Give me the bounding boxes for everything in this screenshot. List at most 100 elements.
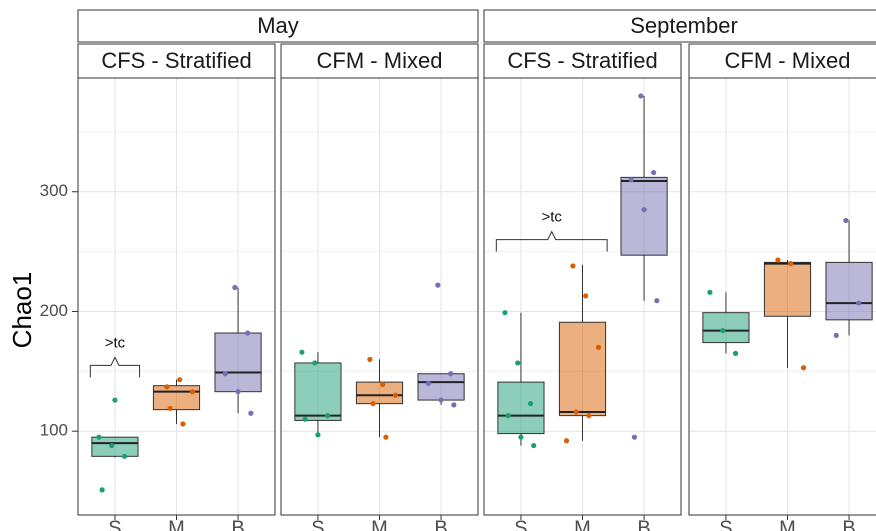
point [515, 360, 521, 366]
point [586, 413, 592, 419]
point [583, 293, 589, 299]
point [180, 421, 186, 427]
point [732, 350, 739, 356]
point [164, 384, 170, 390]
point [383, 434, 389, 440]
point [720, 328, 726, 334]
point [451, 402, 457, 408]
box [214, 332, 262, 393]
panel-title: CFS - Stratified [507, 48, 657, 73]
point [96, 434, 102, 440]
point [109, 442, 115, 449]
panel-title: CFS - Stratified [101, 48, 251, 73]
facet-title: May [257, 13, 299, 38]
point [448, 371, 454, 377]
x-tick-label: S [108, 517, 121, 531]
point [380, 381, 386, 388]
y-tick-label: 300 [40, 181, 68, 200]
point [570, 263, 576, 269]
point [800, 365, 807, 371]
x-tick-label: S [719, 517, 732, 531]
point [631, 434, 638, 440]
point [312, 360, 318, 366]
point [435, 282, 441, 288]
panel-title: CFM - Mixed [317, 48, 443, 73]
box [294, 362, 342, 421]
point [788, 260, 794, 267]
panel-title: CFM - Mixed [725, 48, 851, 73]
point [189, 389, 196, 395]
point [315, 432, 321, 438]
point [505, 413, 511, 419]
point [833, 332, 839, 339]
point [527, 401, 534, 407]
point [367, 356, 373, 362]
point [638, 93, 644, 99]
y-tick-label: 200 [40, 301, 68, 320]
point [641, 207, 647, 213]
point [595, 344, 602, 350]
point [707, 289, 713, 295]
annotation: >tc [542, 209, 563, 226]
y-tick-label: 100 [40, 421, 68, 440]
x-tick-label: B [842, 517, 855, 531]
point [177, 377, 183, 383]
x-tick-label: M [168, 517, 185, 531]
facet-strip [483, 9, 876, 43]
point [425, 380, 431, 386]
bracket [495, 230, 608, 252]
point [651, 169, 657, 176]
x-tick-label: M [779, 517, 796, 531]
panel-border [77, 77, 276, 516]
annotation: >tc [105, 334, 126, 351]
point [502, 310, 508, 316]
panel-strip [483, 43, 682, 79]
point [843, 217, 849, 224]
bracket [89, 356, 141, 378]
point [299, 349, 305, 355]
box [91, 436, 139, 457]
point [654, 298, 660, 304]
x-tick-label: M [574, 517, 591, 531]
point [573, 409, 579, 415]
x-tick-label: B [231, 517, 244, 531]
box [558, 321, 607, 417]
x-tick-label: B [637, 517, 650, 531]
point [121, 453, 128, 459]
y-axis-label: Chao1 [7, 272, 37, 349]
point [167, 405, 173, 412]
panel-strip [77, 43, 276, 79]
point [438, 397, 444, 403]
point [245, 330, 251, 336]
box [355, 381, 404, 405]
box [825, 261, 873, 321]
panel-border [483, 77, 682, 516]
x-tick-label: B [434, 517, 447, 531]
x-tick-label: S [311, 517, 324, 531]
point [324, 413, 331, 419]
point [563, 438, 570, 444]
panel-border [280, 77, 479, 516]
point [235, 389, 241, 395]
point [531, 442, 537, 449]
point [392, 392, 399, 398]
box [417, 373, 465, 401]
point [856, 300, 862, 306]
x-tick-label: S [514, 517, 527, 531]
box [620, 176, 668, 256]
point [518, 434, 524, 440]
point [99, 487, 105, 493]
box [702, 312, 750, 344]
point [222, 371, 228, 377]
panel-border [688, 77, 876, 516]
point [232, 284, 238, 291]
point [370, 401, 376, 407]
point [628, 177, 634, 183]
box [763, 261, 812, 317]
facet-strip [77, 9, 479, 43]
panel-strip [280, 43, 479, 79]
point [112, 397, 118, 403]
point [775, 257, 781, 263]
